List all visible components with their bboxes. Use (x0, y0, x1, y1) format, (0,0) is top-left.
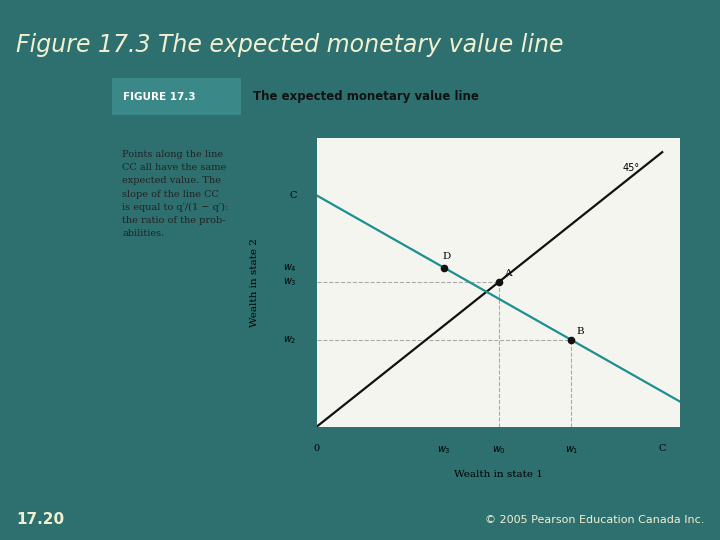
Text: Points along the line
CC all have the same
expected value. The
slope of the line: Points along the line CC all have the sa… (122, 150, 228, 239)
Text: $w_2$: $w_2$ (283, 334, 297, 346)
Text: The expected monetary value line: The expected monetary value line (253, 90, 480, 103)
Text: FIGURE 17.3: FIGURE 17.3 (123, 92, 196, 102)
Text: D: D (442, 252, 451, 261)
Text: 0: 0 (314, 444, 320, 453)
Text: Figure 17.3 The expected monetary value line: Figure 17.3 The expected monetary value … (16, 33, 563, 57)
Text: $w_3$: $w_3$ (283, 276, 297, 288)
Text: 45°: 45° (622, 163, 639, 173)
FancyBboxPatch shape (112, 78, 241, 115)
Text: $w_1$: $w_1$ (564, 444, 578, 456)
Text: A: A (504, 269, 511, 279)
Text: C: C (289, 191, 297, 200)
Text: $w_0$: $w_0$ (492, 444, 505, 456)
Text: 17.20: 17.20 (16, 512, 64, 527)
Text: B: B (577, 327, 585, 336)
Text: C: C (659, 444, 666, 453)
Text: $w_4$: $w_4$ (283, 262, 297, 274)
Text: © 2005 Pearson Education Canada Inc.: © 2005 Pearson Education Canada Inc. (485, 515, 704, 525)
Text: Wealth in state 1: Wealth in state 1 (454, 470, 543, 479)
Text: Wealth in state 2: Wealth in state 2 (251, 238, 259, 327)
Text: $w_3$: $w_3$ (437, 444, 451, 456)
